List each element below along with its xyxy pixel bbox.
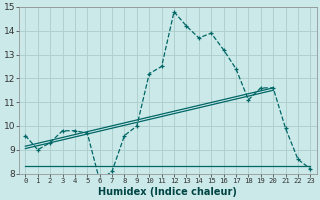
X-axis label: Humidex (Indice chaleur): Humidex (Indice chaleur) <box>98 187 237 197</box>
